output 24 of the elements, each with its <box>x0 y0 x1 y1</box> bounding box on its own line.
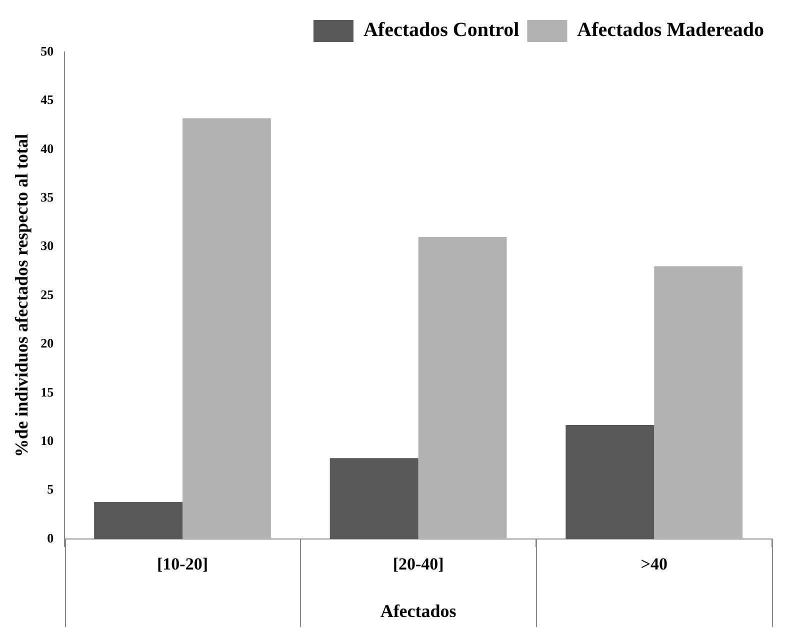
y-tick-label: 40 <box>40 140 54 156</box>
bar <box>182 118 271 539</box>
y-tick-label: 25 <box>40 286 54 302</box>
legend-label: Afectados Control <box>363 19 520 42</box>
bar <box>330 458 418 539</box>
x-tick-label: >40 <box>640 554 668 574</box>
x-axis-title: Afectados <box>380 600 456 621</box>
y-tick-label: 50 <box>40 43 54 58</box>
bar <box>654 266 743 539</box>
y-tick-label: 0 <box>47 530 54 546</box>
y-tick-label: 35 <box>40 189 54 204</box>
bar <box>94 502 182 539</box>
legend-label: Afectados Madereado <box>577 19 764 42</box>
y-tick-label: 45 <box>40 92 54 108</box>
bar <box>418 237 507 539</box>
y-tick-label: 30 <box>40 238 54 254</box>
x-tick-label: [20-40] <box>392 554 444 574</box>
y-tick-label: 20 <box>40 336 54 351</box>
y-tick-label: 15 <box>40 384 54 400</box>
y-axis-title: %de individuos afectados respecto al total <box>11 134 32 458</box>
y-tick-label: 5 <box>47 482 54 497</box>
x-tick-label: [10-20] <box>157 554 208 574</box>
bar <box>566 425 654 539</box>
y-tick-label: 10 <box>40 432 54 448</box>
